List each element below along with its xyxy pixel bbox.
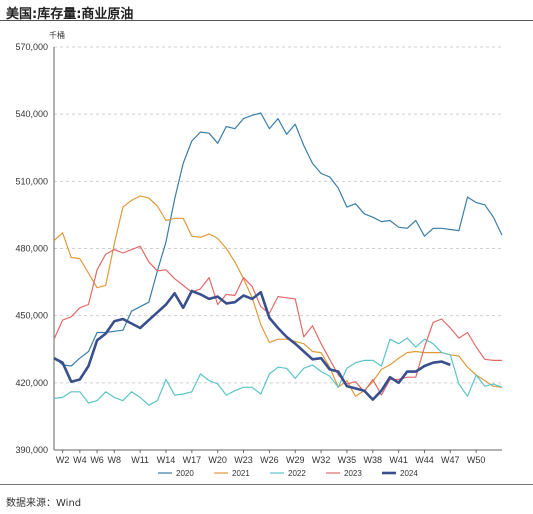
line-chart: 390,000 420,000 450,000 480,000 510,000 540,0… (15, 30, 503, 478)
y-tick-label: 540,000 (15, 109, 48, 119)
x-tick-label: W50 (467, 455, 486, 465)
legend-label-2021: 2021 (232, 469, 250, 478)
legend-label-2022: 2022 (288, 469, 306, 478)
title-divider (0, 20, 533, 21)
x-tick-label: W29 (286, 455, 305, 465)
y-tick-label: 420,000 (15, 378, 48, 388)
grid-layer (54, 46, 502, 384)
x-tick-label: W44 (415, 455, 434, 465)
x-tick-label: W14 (157, 455, 176, 465)
footer-divider (0, 484, 533, 485)
series-layer (53, 112, 503, 406)
chart-title: 美国:库存量:商业原油 (6, 7, 134, 22)
x-tick-label: W2 (56, 455, 70, 465)
x-tick-label: W17 (183, 455, 202, 465)
x-tick-label: W38 (364, 455, 383, 465)
x-tick-label: W4 (73, 455, 87, 465)
series-line-2023 (53, 245, 502, 396)
y-tick-label: 390,000 (15, 445, 48, 455)
x-tick-label: W41 (389, 455, 408, 465)
x-tick-label: W8 (108, 455, 122, 465)
axis-layer: 390,000 420,000 450,000 480,000 510,000 540,0… (15, 30, 502, 465)
legend-label-2024: 2024 (400, 469, 418, 478)
series-line-2024 (53, 289, 451, 401)
source-note: 数据来源：Wind (6, 498, 82, 509)
series-line-2022 (53, 337, 503, 406)
legend-label-2023: 2023 (344, 469, 362, 478)
x-tick-label: W26 (260, 455, 279, 465)
x-tick-label: W35 (338, 455, 357, 465)
series-line-2021 (53, 195, 503, 397)
x-tick-label: W20 (208, 455, 227, 465)
x-tick-label: W47 (441, 455, 460, 465)
x-tick-label: W6 (90, 455, 104, 465)
y-tick-label: 570,000 (15, 42, 48, 52)
y-unit-label: 千桶 (49, 30, 65, 40)
legend-label-2020: 2020 (176, 469, 194, 478)
legend-layer: 2020 2021 2022 2023 2024 (158, 469, 418, 478)
series-line-2020 (53, 112, 503, 367)
x-tick-label: W32 (312, 455, 331, 465)
x-tick-label: W11 (131, 455, 149, 465)
y-tick-label: 450,000 (15, 311, 48, 321)
x-tick-label: W23 (234, 455, 253, 465)
y-tick-label: 510,000 (15, 176, 48, 186)
y-tick-label: 480,000 (15, 244, 48, 254)
